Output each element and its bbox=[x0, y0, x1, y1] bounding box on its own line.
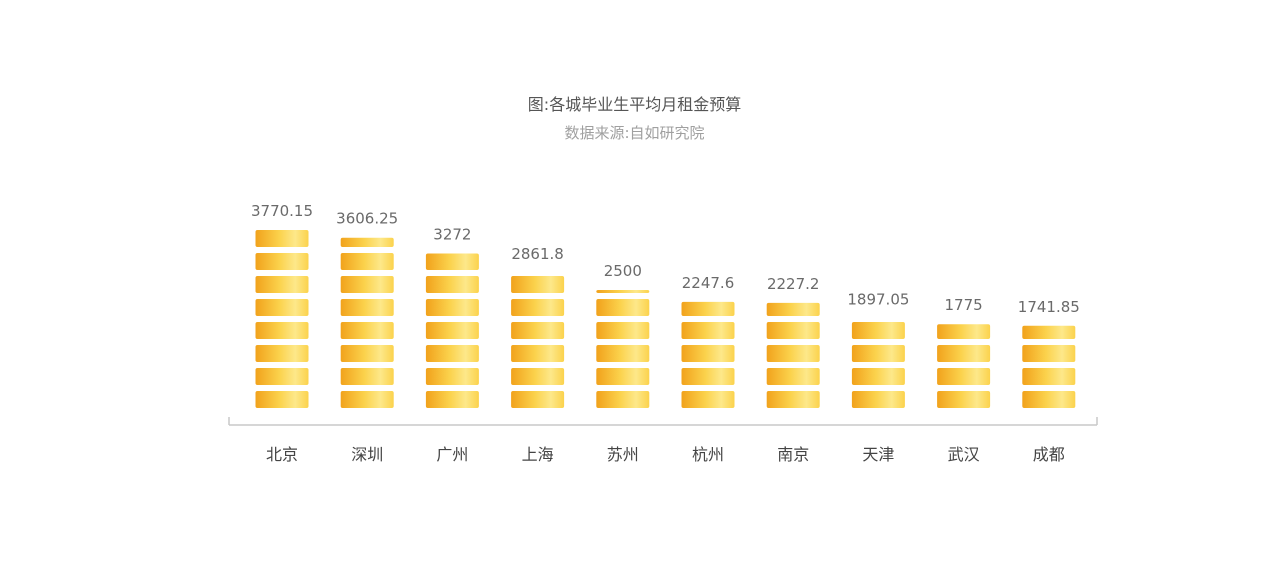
coin bbox=[766, 368, 820, 385]
coin bbox=[511, 391, 565, 408]
bar-天津 bbox=[851, 322, 905, 408]
coin bbox=[340, 276, 394, 293]
coin-partial bbox=[425, 253, 479, 270]
coin bbox=[255, 322, 309, 339]
coin bbox=[851, 322, 905, 339]
bar-成都 bbox=[1022, 325, 1076, 408]
coin bbox=[937, 345, 991, 362]
bar-深圳 bbox=[340, 237, 394, 408]
coin bbox=[1022, 345, 1076, 362]
coin-partial bbox=[681, 301, 735, 316]
coin bbox=[937, 391, 991, 408]
chart-title: 图:各城毕业生平均月租金预算 bbox=[527, 95, 742, 114]
coin bbox=[425, 322, 479, 339]
bar-上海 bbox=[511, 276, 565, 408]
value-label: 3770.15 bbox=[251, 202, 313, 220]
bar-武汉 bbox=[937, 324, 991, 408]
coin bbox=[255, 299, 309, 316]
category-label: 深圳 bbox=[351, 445, 383, 464]
coin bbox=[511, 299, 565, 316]
coin bbox=[596, 299, 650, 316]
coin bbox=[340, 322, 394, 339]
coin bbox=[596, 368, 650, 385]
category-label: 天津 bbox=[862, 445, 894, 464]
coin bbox=[425, 299, 479, 316]
category-label: 北京 bbox=[266, 445, 298, 464]
coin bbox=[255, 253, 309, 270]
x-axis bbox=[228, 417, 1098, 426]
coin bbox=[851, 345, 905, 362]
value-label: 1775 bbox=[945, 296, 983, 314]
category-label: 武汉 bbox=[948, 445, 980, 464]
coin-partial bbox=[596, 289, 650, 293]
coin bbox=[766, 391, 820, 408]
value-label: 2227.2 bbox=[767, 275, 820, 293]
coin bbox=[596, 391, 650, 408]
category-label: 成都 bbox=[1033, 445, 1065, 464]
bar-南京 bbox=[766, 302, 820, 408]
coin bbox=[1022, 391, 1076, 408]
chart-subtitle: 数据来源:自如研究院 bbox=[564, 124, 705, 142]
coin bbox=[340, 299, 394, 316]
coin bbox=[596, 345, 650, 362]
value-label: 2861.8 bbox=[511, 245, 564, 263]
coin bbox=[851, 391, 905, 408]
category-label: 广州 bbox=[436, 445, 468, 464]
coin bbox=[681, 391, 735, 408]
coin bbox=[340, 391, 394, 408]
coin-partial bbox=[937, 324, 991, 339]
coin bbox=[596, 322, 650, 339]
coin bbox=[511, 368, 565, 385]
coin bbox=[511, 322, 565, 339]
coin bbox=[340, 368, 394, 385]
coin bbox=[255, 345, 309, 362]
value-label: 3272 bbox=[433, 226, 471, 244]
coin bbox=[340, 345, 394, 362]
category-label: 杭州 bbox=[692, 445, 724, 464]
bars-layer: 3770.15 北京 3606.25 深圳 3272 广州 2861.8 上海 2500 苏州 22… bbox=[251, 202, 1080, 464]
coin bbox=[255, 230, 309, 247]
coin bbox=[255, 276, 309, 293]
category-label: 上海 bbox=[522, 445, 554, 464]
coin bbox=[511, 345, 565, 362]
value-label: 3606.25 bbox=[336, 210, 398, 228]
coin bbox=[425, 345, 479, 362]
value-label: 1897.05 bbox=[847, 290, 909, 308]
coin bbox=[511, 276, 565, 293]
bar-杭州 bbox=[681, 301, 735, 408]
coin bbox=[425, 391, 479, 408]
coin bbox=[255, 391, 309, 408]
coin bbox=[681, 368, 735, 385]
category-label: 南京 bbox=[777, 445, 809, 464]
coin bbox=[425, 368, 479, 385]
coin bbox=[1022, 368, 1076, 385]
value-label: 1741.85 bbox=[1018, 298, 1080, 316]
coin bbox=[425, 276, 479, 293]
value-label: 2247.6 bbox=[682, 274, 735, 292]
coin bbox=[681, 322, 735, 339]
coin bbox=[937, 368, 991, 385]
coin-partial bbox=[766, 302, 820, 316]
coin-partial bbox=[340, 237, 394, 247]
coin bbox=[255, 368, 309, 385]
bar-苏州 bbox=[596, 289, 650, 408]
coin bbox=[681, 345, 735, 362]
coin bbox=[851, 368, 905, 385]
value-label: 2500 bbox=[604, 262, 642, 280]
bar-北京 bbox=[255, 230, 309, 408]
coin bbox=[766, 345, 820, 362]
coin bbox=[766, 322, 820, 339]
bar-广州 bbox=[425, 253, 479, 408]
coin-partial bbox=[1022, 325, 1076, 339]
category-label: 苏州 bbox=[607, 445, 639, 464]
coin bbox=[340, 253, 394, 270]
